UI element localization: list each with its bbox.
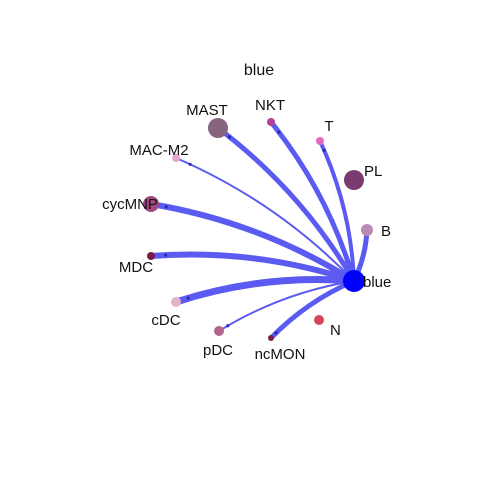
edge-tip-mast	[227, 135, 232, 139]
node-pl	[344, 170, 364, 190]
node-label-n: N	[330, 322, 341, 339]
edge-mast	[215, 125, 357, 284]
node-t	[316, 137, 324, 145]
node-label-mdc: MDC	[119, 259, 153, 276]
node-label-pl: PL	[364, 163, 382, 180]
node-b	[361, 224, 373, 236]
edge-mac-m2	[175, 157, 355, 282]
edge-pdc	[218, 280, 355, 332]
edge-tip-cycmnp	[164, 205, 168, 209]
node-nkt	[267, 118, 275, 126]
node-label-b: B	[381, 223, 391, 240]
node-n	[314, 315, 324, 325]
edge-t	[318, 139, 356, 283]
edge-tip-mac-m2	[188, 162, 192, 166]
node-mast	[208, 118, 228, 138]
edge-cycmnp	[148, 201, 357, 284]
node-hub	[343, 270, 365, 292]
edge-tip-mdc	[163, 253, 168, 257]
edge-tip-cdc	[186, 296, 190, 300]
node-mac-m2	[172, 154, 180, 162]
edge-tip-nkt	[277, 130, 281, 134]
node-label-mast: MAST	[186, 102, 228, 119]
edge-nkt	[268, 119, 357, 284]
node-cycmnp	[143, 196, 159, 212]
node-label-pdc: pDC	[203, 342, 233, 359]
node-label-nkt: NKT	[255, 97, 285, 114]
node-label-t: T	[324, 118, 333, 135]
node-label-hub: blue	[363, 274, 391, 291]
nodes	[143, 118, 373, 341]
node-cdc	[171, 297, 181, 307]
edge-tip-pdc	[226, 324, 230, 328]
edge-mdc	[148, 251, 357, 284]
node-label-cdc: cDC	[151, 312, 180, 329]
node-label-mac-m2: MAC-M2	[129, 142, 188, 159]
edge-tip-t	[322, 148, 326, 152]
edge-cdc	[172, 276, 358, 306]
edge-tip-ncmon	[274, 331, 278, 335]
node-pdc	[214, 326, 224, 336]
node-ncmon	[268, 335, 274, 341]
edges	[148, 119, 370, 341]
diagram-title: blue	[244, 62, 274, 79]
node-mdc	[147, 252, 155, 260]
node-label-ncmon: ncMON	[255, 346, 306, 363]
node-label-cycmnp: cycMNP	[102, 196, 158, 213]
